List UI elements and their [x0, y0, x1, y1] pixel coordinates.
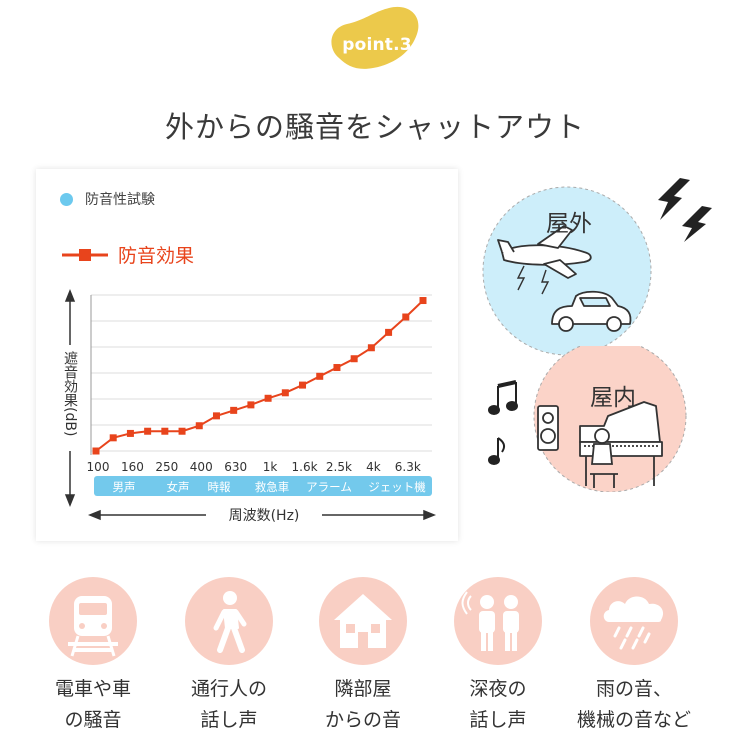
car-icon — [551, 290, 632, 332]
x-tick-label: 4k — [366, 460, 381, 474]
sound-examples-bar — [94, 476, 432, 496]
x-tick-label: 1k — [263, 460, 278, 474]
noise-source-label-train: 電車や車 の騒音 — [54, 678, 131, 731]
exhaust-lines-icon — [516, 265, 550, 295]
indoor-circle — [533, 346, 687, 492]
legend-test-title: 防音性試験 — [60, 189, 155, 209]
point-badge-label: point.3 — [342, 35, 412, 55]
legend-test-text: 防音性試験 — [85, 192, 155, 208]
pedestrian-icon — [185, 577, 273, 665]
sound-example-label: 女声 — [167, 480, 190, 494]
noise-source-label-rain: 雨の音、 機械の音など — [576, 678, 691, 731]
noise-source-people-talking — [453, 576, 543, 666]
series-point — [109, 434, 117, 442]
outdoor-label: 屋外 — [546, 211, 592, 237]
x-tick-label: 250 — [155, 460, 178, 474]
rain-cloud-icon — [590, 577, 678, 665]
yellow-blob-shape — [331, 6, 419, 69]
series-marker-icon — [62, 248, 108, 261]
x-tick-label: 100 — [87, 460, 110, 474]
noise-source-label-night-talk: 深夜の 話し声 — [469, 678, 527, 731]
x-axis-label: 周波数(Hz) — [229, 508, 300, 524]
sound-example-label: アラーム — [306, 480, 352, 494]
sound-example-label: 時報 — [208, 480, 231, 494]
x-tick-label: 2.5k — [326, 460, 352, 474]
house-icon — [319, 577, 407, 665]
series-point — [281, 389, 289, 397]
series-point — [350, 355, 358, 363]
series-point — [367, 344, 375, 352]
sound-example-label: ジェット機 — [368, 480, 426, 494]
noise-source-label-pedestrian: 通行人の 話し声 — [190, 678, 267, 731]
point-badge: point.3 — [325, 4, 425, 76]
series-point — [299, 381, 307, 389]
x-tick-label: 1.6k — [292, 460, 318, 474]
series-point — [126, 429, 134, 437]
noise-source-train — [48, 576, 138, 666]
indoor-label: 屋内 — [590, 385, 636, 411]
series-point — [247, 401, 255, 409]
pianist-icon — [590, 428, 618, 488]
legend-series-name: 防音効果 — [118, 245, 195, 267]
series-point — [264, 394, 272, 402]
series-point — [144, 427, 152, 435]
series-point — [178, 427, 186, 435]
people-talking-icon — [454, 577, 542, 665]
x-axis-arrow — [87, 509, 437, 521]
lightning-icon — [658, 178, 712, 242]
series-point — [419, 297, 427, 305]
legend-series: 防音効果 — [62, 241, 194, 268]
music-notes-icon — [488, 380, 518, 465]
series-point — [195, 422, 203, 430]
x-tick-label: 6.3k — [395, 460, 421, 474]
series-point — [402, 313, 410, 321]
sound-example-label: 救急車 — [255, 480, 290, 494]
x-tick-label: 400 — [190, 460, 213, 474]
series-point — [230, 406, 238, 414]
soundproof-chart-card: 遮音効果(dB) 男声 女声 時報 救急車 アラーム ジェット機 100 160 250 400… — [36, 169, 458, 541]
y-axis-arrow — [64, 288, 76, 508]
page-headline: 外からの騒音をシャットアウト — [164, 110, 585, 144]
outdoor-circle — [482, 186, 652, 356]
series-point — [161, 427, 169, 435]
noise-source-label-house: 隣部屋 からの音 — [324, 678, 401, 731]
airplane-icon — [497, 225, 592, 279]
noise-source-rain-cloud — [589, 576, 679, 666]
series-point — [385, 328, 393, 336]
train-icon — [49, 577, 137, 665]
x-tick-label: 630 — [224, 460, 247, 474]
series-point — [333, 364, 341, 372]
noise-source-pedestrian — [184, 576, 274, 666]
series-point — [316, 372, 324, 380]
sound-example-label: 男声 — [113, 480, 136, 494]
chart-canvas: 遮音効果(dB) 男声 女声 時報 救急車 アラーム ジェット機 100 160 250 400… — [62, 288, 437, 524]
chart-grid — [91, 294, 432, 452]
noise-source-house — [318, 576, 408, 666]
blue-dot-icon — [60, 192, 73, 206]
series-point — [212, 412, 220, 420]
speaker-icon — [537, 405, 559, 451]
series-point — [92, 447, 100, 455]
x-tick-label: 160 — [121, 460, 144, 474]
y-axis-label: 遮音効果(dB) — [62, 351, 78, 436]
